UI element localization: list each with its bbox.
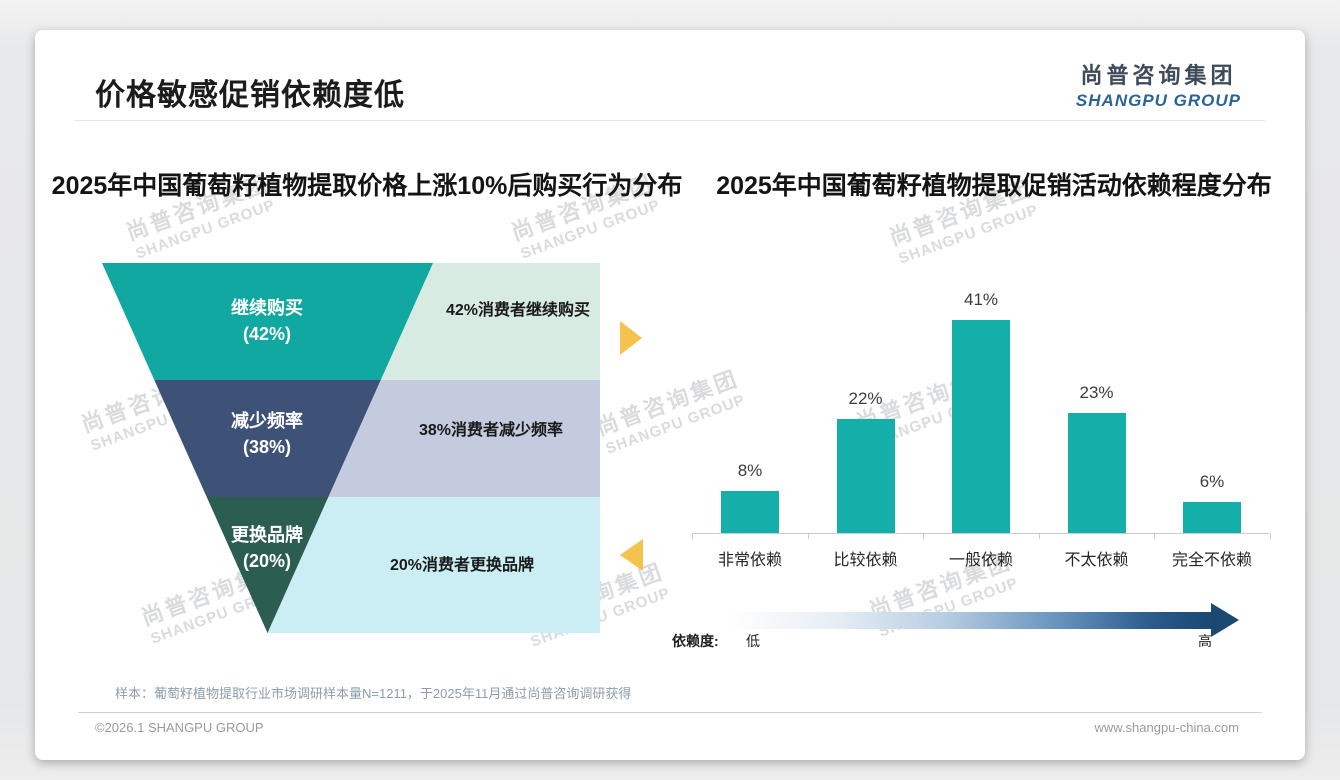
funnel-chart-title: 2025年中国葡萄籽植物提取价格上涨10%后购买行为分布 bbox=[51, 172, 683, 200]
bar-value-label: 23% bbox=[1079, 383, 1114, 402]
funnel-annotation-3: 20%消费者更换品牌 bbox=[389, 557, 535, 574]
bar bbox=[836, 419, 895, 533]
bar bbox=[721, 491, 779, 533]
bar-value-label: 41% bbox=[963, 290, 999, 309]
logo-english: SHANGPU GROUP bbox=[1075, 91, 1241, 110]
bar bbox=[1183, 502, 1241, 533]
bar bbox=[952, 320, 1010, 533]
bar-category-label: 非常依赖 bbox=[717, 552, 782, 569]
axis-tick bbox=[692, 534, 693, 539]
x-axis-line bbox=[692, 533, 1270, 534]
funnel-annotation-2: 38%消费者减少频率 bbox=[418, 422, 564, 439]
pointer-arrow-left-icon bbox=[620, 539, 643, 571]
axis-tick bbox=[923, 534, 925, 539]
bar-category-label: 完全不依赖 bbox=[1171, 552, 1252, 569]
footer-divider bbox=[78, 712, 1262, 713]
page-title: 价格敏感促销依赖度低 bbox=[95, 79, 405, 112]
bar-chart-title: 2025年中国葡萄籽植物提取促销活动依赖程度分布 bbox=[716, 172, 1272, 200]
funnel-segment-2-label: 减少频率 (38%) bbox=[167, 408, 367, 460]
funnel-segment-1-label: 继续购买 (42%) bbox=[167, 295, 367, 347]
bar-category-label: 不太依赖 bbox=[1064, 552, 1129, 569]
funnel-segment-2 bbox=[154, 380, 381, 497]
pointer-arrow-right-icon bbox=[620, 321, 642, 355]
bar-chart: 8% 非常依赖 22% 比较依赖 41% 一般依赖 23% 不太依赖 6% 完全不依赖 bbox=[35, 30, 1305, 760]
bar-category-label: 一般依赖 bbox=[948, 552, 1013, 569]
annotation-box-2 bbox=[328, 380, 600, 497]
segment-name: 减少频率 bbox=[231, 411, 303, 431]
bar-value-label: 8% bbox=[737, 461, 763, 480]
funnel-segment-3 bbox=[206, 497, 329, 633]
funnel-segment-1 bbox=[102, 263, 433, 380]
axis-tick bbox=[1038, 534, 1040, 539]
dependency-high-label: 高 bbox=[1198, 633, 1212, 649]
header-divider bbox=[75, 120, 1265, 121]
dependency-gradient-arrowhead-icon bbox=[1211, 603, 1239, 637]
bar bbox=[1067, 413, 1126, 533]
segment-name: 继续购买 bbox=[231, 298, 303, 318]
sample-footnote: 样本：葡萄籽植物提取行业市场调研样本量N=1211，于2025年11月通过尚普咨… bbox=[115, 686, 632, 701]
funnel-segment-3-label: 更换品牌 (20%) bbox=[167, 522, 367, 574]
company-logo: 尚普咨询集团 SHANGPU GROUP bbox=[1076, 58, 1241, 111]
slide-card: 尚普咨询集团 SHANGPU GROUP 尚普咨询集团 SHANGPU GROUP 尚普… bbox=[35, 30, 1305, 760]
axis-tick bbox=[1154, 534, 1156, 539]
bar-value-label: 6% bbox=[1199, 472, 1225, 491]
axis-tick bbox=[1270, 534, 1271, 539]
segment-pct: (42%) bbox=[242, 324, 291, 344]
funnel-annotation-1: 42%消费者继续购买 bbox=[445, 302, 591, 319]
website-url: www.shangpu-china.com bbox=[1094, 720, 1239, 735]
copyright-text: ©2026.1 SHANGPU GROUP bbox=[95, 720, 264, 735]
segment-pct: (20%) bbox=[242, 551, 291, 571]
dependency-low-label: 低 bbox=[746, 633, 760, 649]
bar-value-label: 22% bbox=[848, 389, 883, 408]
segment-pct: (38%) bbox=[242, 437, 291, 457]
segment-name: 更换品牌 bbox=[231, 525, 303, 545]
dependency-axis-label: 依赖度: bbox=[672, 633, 719, 649]
bar-category-label: 比较依赖 bbox=[833, 552, 898, 569]
dependency-gradient-arrow bbox=[727, 612, 1212, 629]
logo-chinese: 尚普咨询集团 bbox=[1080, 63, 1237, 88]
axis-tick bbox=[807, 534, 809, 539]
funnel-chart bbox=[102, 263, 600, 633]
annotation-box-3 bbox=[267, 497, 600, 633]
